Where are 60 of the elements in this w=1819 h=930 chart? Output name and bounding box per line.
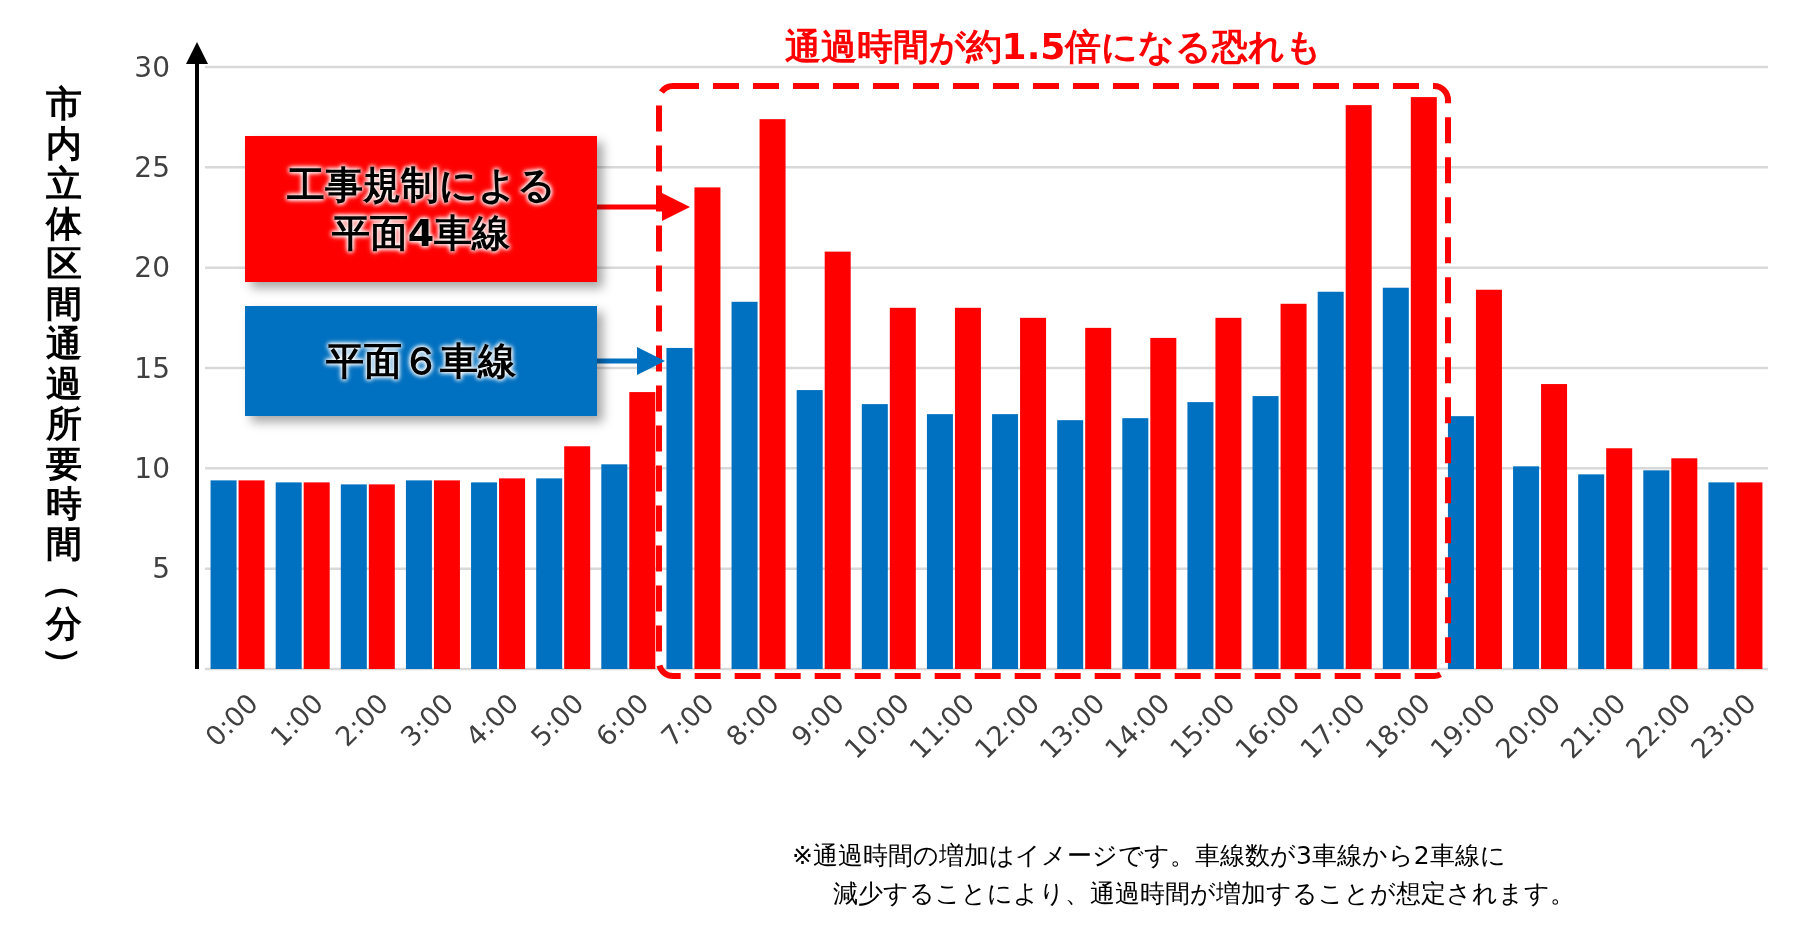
bar bbox=[1150, 337, 1177, 669]
bar bbox=[992, 414, 1019, 669]
bar bbox=[303, 482, 330, 669]
bar bbox=[499, 478, 526, 669]
bar bbox=[1475, 289, 1502, 669]
bar bbox=[629, 392, 656, 669]
bar bbox=[1215, 317, 1242, 669]
y-tick-label: 10 bbox=[134, 451, 170, 485]
bar bbox=[824, 251, 851, 669]
bar bbox=[1643, 470, 1670, 669]
bar bbox=[694, 187, 721, 669]
y-tick-label: 15 bbox=[134, 351, 170, 385]
text: ※通過時間の増加はイメージです。車線数が3車線から2車線に bbox=[792, 840, 1506, 870]
bar bbox=[1345, 105, 1372, 669]
bar bbox=[1382, 287, 1409, 669]
bar bbox=[1057, 420, 1084, 669]
y-tick-label: 25 bbox=[134, 150, 170, 184]
bar bbox=[1736, 482, 1763, 669]
bar bbox=[340, 484, 367, 669]
y-tick-label: 20 bbox=[134, 251, 170, 285]
bar bbox=[368, 484, 395, 669]
bar bbox=[1252, 396, 1279, 669]
bar bbox=[564, 446, 591, 669]
bar bbox=[536, 478, 563, 669]
bar bbox=[471, 482, 498, 669]
legend-label: 工事規制による平面4車線 bbox=[285, 162, 557, 257]
legend-label: 平面６車線 bbox=[325, 338, 517, 385]
bar bbox=[405, 480, 432, 669]
bar bbox=[1513, 466, 1540, 669]
text: 市内立体区間通過所要時間（分） bbox=[44, 83, 85, 682]
bar bbox=[1671, 458, 1698, 669]
bar bbox=[1020, 317, 1047, 669]
bar bbox=[601, 464, 628, 669]
bar bbox=[210, 480, 237, 669]
bar bbox=[1085, 327, 1112, 669]
bar bbox=[1578, 474, 1605, 669]
chart-title: 通過時間が約1.5倍になる恐れも bbox=[784, 25, 1323, 67]
bar bbox=[1122, 418, 1149, 669]
bar bbox=[759, 119, 786, 669]
y-tick-label: 30 bbox=[134, 50, 170, 84]
bar bbox=[1410, 97, 1437, 669]
bar bbox=[1280, 303, 1307, 669]
bar bbox=[238, 480, 265, 669]
bar bbox=[889, 307, 916, 669]
bar bbox=[954, 307, 981, 669]
bar bbox=[1541, 384, 1568, 669]
bar bbox=[796, 390, 823, 669]
y-tick-label: 5 bbox=[152, 552, 170, 586]
bar bbox=[666, 347, 693, 669]
bar bbox=[275, 482, 302, 669]
bar bbox=[926, 414, 953, 669]
bar bbox=[861, 404, 888, 669]
bar bbox=[1606, 448, 1633, 669]
bar bbox=[731, 301, 758, 669]
bar bbox=[1447, 416, 1474, 669]
bar bbox=[1708, 482, 1735, 669]
text: 減少することにより、通過時間が増加することが想定されます。 bbox=[833, 878, 1575, 908]
bar bbox=[1187, 402, 1214, 669]
bar bbox=[1317, 291, 1344, 669]
bar bbox=[433, 480, 460, 669]
